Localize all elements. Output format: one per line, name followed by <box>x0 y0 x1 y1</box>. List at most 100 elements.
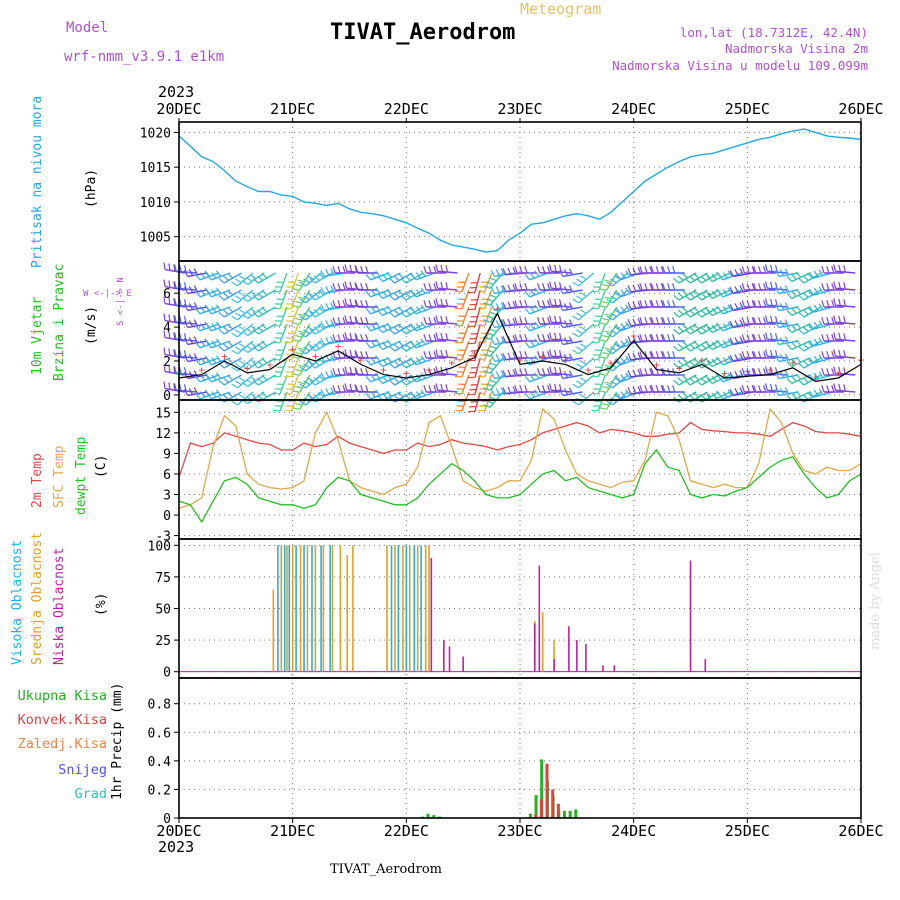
wind-barb-flag <box>559 299 562 307</box>
wind-barb-flag <box>489 379 497 384</box>
wind-barb-flag <box>563 269 569 276</box>
wind-barb-flag <box>183 389 189 396</box>
wind-barb-flag <box>206 290 212 298</box>
wind-barb-flag <box>826 334 830 342</box>
wind-barb <box>474 374 481 395</box>
wind-barb-flag <box>718 290 724 298</box>
wind-barb-flag <box>500 387 505 395</box>
wind-barb-flag <box>579 394 587 399</box>
wind-barb-flag <box>415 272 422 279</box>
wind-barb-flag <box>576 312 583 318</box>
wind-barb-flag <box>502 285 507 292</box>
wind-barb-flag <box>542 385 546 393</box>
wind-barb-flag <box>318 374 325 381</box>
wind-barb-flag <box>512 267 517 275</box>
wind-barb-flag <box>606 366 613 372</box>
wind-barb-flag <box>688 377 695 383</box>
wind-barb-flag <box>252 362 259 369</box>
wind-barb-flag <box>337 385 341 393</box>
wind-barb-flag <box>235 363 242 369</box>
wind-barb-flag <box>512 352 517 360</box>
wind-barb-flag <box>711 324 718 331</box>
wind-barb-flag <box>751 385 755 393</box>
wind-barb-flag <box>397 357 404 364</box>
wind-barb-flag <box>433 368 437 376</box>
wind-barb-flag <box>786 326 793 333</box>
wind-barb-flag <box>512 301 517 309</box>
wind-barb-flag <box>365 266 369 274</box>
precip-total-bar <box>568 810 572 818</box>
wind-barb-flag <box>695 379 702 386</box>
wind-barb-flag <box>173 366 176 374</box>
wind-barb-flag <box>215 321 222 328</box>
wind-barb-flag <box>435 315 439 323</box>
wind-barb-flag <box>753 368 757 376</box>
wind-barb-flag <box>218 277 225 284</box>
wind-barb-flag <box>514 385 518 393</box>
precip-total-bar <box>432 815 436 818</box>
wind-barb-flag <box>377 377 383 384</box>
wind-barb-flag <box>843 384 846 392</box>
wind-barb-flag <box>206 358 212 366</box>
wind-barb-flag <box>325 286 330 293</box>
wind-barb-flag <box>667 300 671 308</box>
wind-barb-flag <box>660 317 665 325</box>
wind-barb-flag <box>610 363 617 369</box>
wind-barb-flag <box>579 326 587 331</box>
wind-barb-flag <box>360 266 364 274</box>
wind-barb-flag <box>355 351 359 359</box>
wind-barb-flag <box>514 300 518 308</box>
wind-barb-flag <box>246 310 253 317</box>
wind-barb-flag <box>529 340 535 347</box>
wind-barb-flag <box>791 273 797 280</box>
wind-barb-flag <box>784 370 790 378</box>
wind-barb-flag <box>770 332 773 340</box>
wind-barb-flag <box>739 319 744 327</box>
wind-barb-flag <box>765 264 768 272</box>
wind-barb-flag <box>433 266 437 274</box>
wind-barb-flag <box>765 349 768 357</box>
wind-barb-flag <box>445 384 449 392</box>
wind-barb-flag <box>445 299 449 307</box>
wind-barb-flag <box>700 275 707 281</box>
wind-barb-flag <box>843 299 846 307</box>
y-tick-label: 1010 <box>140 196 171 211</box>
wind-barb-flag <box>739 285 744 293</box>
wind-barb-flag <box>599 288 607 291</box>
wind-gust-mark: + <box>699 353 706 366</box>
wind-barb-flag <box>235 295 242 301</box>
wind-barb-flag <box>637 386 642 394</box>
wind-barb-flag <box>604 381 612 385</box>
wind-barb-flag <box>786 275 793 282</box>
wind-barb-flag <box>404 343 411 349</box>
wind-barb-flag <box>370 357 376 364</box>
wind-barb-flag <box>627 319 632 326</box>
wind-barb-flag <box>514 266 518 274</box>
wind-barb <box>597 391 606 412</box>
wind-barb-flag <box>386 356 393 363</box>
wind-barb-flag <box>838 298 841 306</box>
wind-barb-flag <box>297 313 305 317</box>
wind-barb-flag <box>534 338 540 345</box>
wind-barb-flag <box>610 295 617 301</box>
wind-barb-flag <box>222 326 229 332</box>
wind-barb-flag <box>386 288 393 295</box>
wind-barb-flag <box>751 334 755 342</box>
wind-barb-flag <box>602 334 610 338</box>
wind-barb-flag <box>404 275 411 281</box>
wind-barb-flag <box>821 351 825 359</box>
wind-barb-flag <box>227 323 234 330</box>
wind-barb-flag <box>490 372 496 379</box>
wind-barb-flag <box>542 368 546 376</box>
wind-barb-flag <box>818 269 824 276</box>
wind-barb-flag <box>662 300 666 308</box>
wind-barb-flag <box>325 371 330 378</box>
wind-barb-flag <box>765 332 768 340</box>
wind-gust-mark: + <box>517 353 524 366</box>
wind-gust-mark: + <box>267 358 274 371</box>
year-bottom: 2023 <box>158 838 195 856</box>
wind-barb-flag <box>313 360 320 366</box>
wind-barb-flag <box>734 286 739 293</box>
wind-barb-flag <box>599 373 607 376</box>
wind-barb-flag <box>563 337 569 344</box>
